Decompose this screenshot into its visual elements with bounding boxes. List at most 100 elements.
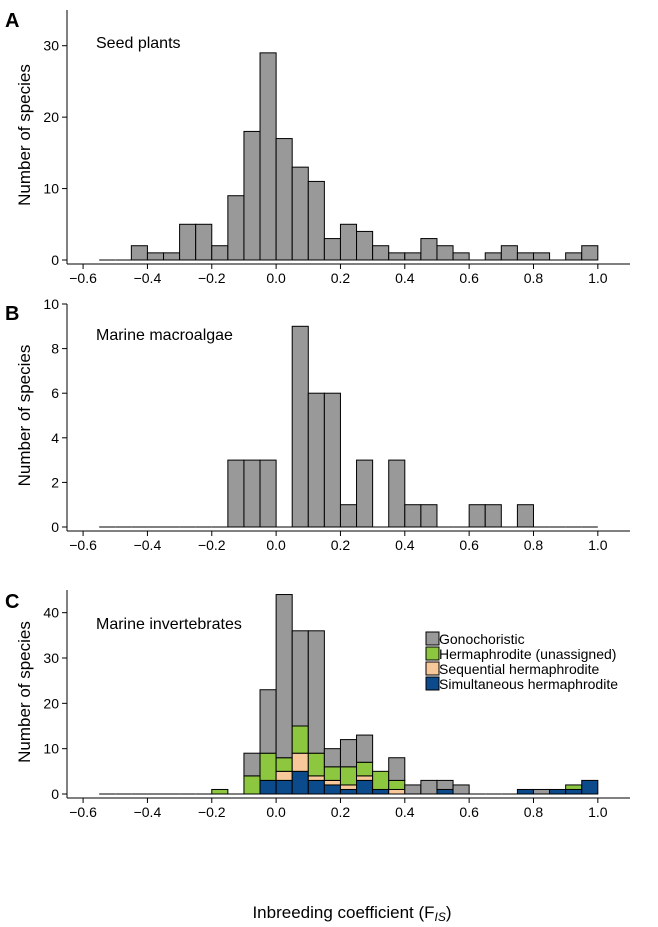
y-tick-label: 4 (51, 430, 59, 446)
bar-a-bin7-s0 (211, 245, 229, 261)
bar-b-bin14-s0 (323, 392, 341, 528)
legend-label: Gonochoristic (439, 631, 525, 647)
x-tick-label: 0.8 (524, 804, 544, 820)
x-tick-label: −0.6 (69, 270, 97, 286)
x-tick-label: 0.6 (459, 804, 479, 820)
bar-a-bin2-s0 (130, 245, 148, 261)
x-tick-label: −0.2 (198, 270, 226, 286)
panel-title: Marine invertebrates (96, 616, 242, 633)
bar-c-bin30-s0 (581, 779, 599, 795)
y-tick-label: 0 (51, 786, 59, 802)
bar-a-bin12-s0 (291, 166, 309, 261)
bar-b-bin10-s0 (259, 459, 277, 528)
bar-c-bin12-s1 (291, 752, 309, 772)
bar-a-bin26-s0 (516, 252, 534, 261)
legend-swatch (425, 631, 440, 646)
bar-c-bin21-s3 (436, 779, 454, 790)
y-axis-label: Number of species (15, 64, 34, 206)
bar-c-bin15-s3 (339, 739, 358, 768)
bar-a-bin25-s0 (500, 245, 518, 261)
bar-c-bin10-s2 (259, 752, 277, 781)
x-tick-label: −0.6 (69, 804, 97, 820)
bar-a-bin10-s0 (259, 52, 277, 261)
bar-a-bin8-s0 (227, 195, 245, 261)
y-tick-label: 2 (51, 474, 59, 490)
panel-title: Marine macroalgae (96, 327, 233, 344)
legend-label: Simultaneous hermaphrodite (439, 676, 618, 692)
bar-b-bin16-s0 (356, 459, 374, 528)
bar-c-bin7-s2 (211, 788, 229, 795)
x-tick-label: 1.0 (588, 270, 608, 286)
y-axis-label: Number of species (15, 621, 34, 763)
bar-b-bin24-s0 (484, 504, 502, 528)
bar-a-bin30-s0 (581, 245, 599, 261)
x-tick-label: 0.2 (331, 804, 351, 820)
bar-b-bin20-s0 (420, 504, 438, 528)
bar-c-bin9-s3 (243, 752, 261, 777)
bar-a-bin21-s0 (436, 245, 454, 261)
y-tick-label: 10 (43, 181, 59, 197)
bar-a-bin29-s0 (565, 252, 583, 261)
bar-c-bin14-s2 (323, 766, 341, 781)
panel-a: 0 10 20 30 −0.6 −0.4 −0.2 0.0 0.2 0.4 0.6 0.8 1.0 A Se… (5, 10, 630, 286)
bar-c-bin27-s3 (532, 788, 551, 795)
y-tick-label: 40 (43, 605, 59, 621)
bar-c-bin16-s0 (356, 779, 374, 795)
panel-title: Seed plants (96, 35, 181, 52)
x-tick-label: 0.6 (459, 537, 479, 553)
bar-c-bin12-s3 (291, 630, 309, 727)
panel-letter: B (5, 303, 19, 325)
bar-c-bin14-s0 (323, 784, 341, 795)
x-tick-label: −0.4 (134, 804, 162, 820)
bar-c-bin15-s2 (339, 766, 358, 786)
bar-c-bin29-s2 (565, 784, 583, 790)
bar-a-bin24-s0 (484, 252, 502, 261)
bar-c-bin13-s2 (307, 752, 325, 777)
bar-c-bin16-s3 (356, 734, 374, 763)
y-tick-label: 0 (51, 519, 59, 535)
y-tick-label: 6 (51, 385, 59, 401)
bar-c-bin28-s0 (549, 788, 567, 795)
bar-a-bin11-s0 (275, 138, 293, 261)
bar-c-bin11-s3 (275, 594, 293, 759)
bar-c-bin15-s1 (339, 784, 358, 790)
bar-b-bin26-s0 (516, 504, 534, 528)
x-tick-label: 0.0 (266, 270, 286, 286)
bar-a-bin6-s0 (195, 223, 213, 261)
y-tick-label: 30 (43, 38, 59, 54)
bar-c-bin13-s1 (307, 775, 325, 781)
y-tick-label: 30 (43, 650, 59, 666)
bar-c-bin29-s0 (565, 788, 583, 795)
bar-c-bin18-s3 (388, 757, 406, 781)
x-tick-label: 1.0 (588, 537, 608, 553)
bar-b-bin19-s0 (404, 504, 422, 528)
panel-b: 0 2 4 6 8 10 −0.6 −0.4 −0.2 0.0 0.2 0.4 0.6 0.8 1.0 B Ma… (5, 296, 630, 553)
bar-a-bin27-s0 (532, 252, 551, 261)
x-tick-label: 0.0 (266, 537, 286, 553)
y-axis-label: Number of species (15, 345, 34, 487)
bar-c-bin11-s0 (275, 779, 293, 795)
bar-c-bin16-s1 (356, 775, 374, 781)
bar-c-bin15-s0 (339, 788, 358, 795)
bar-c-bin12-s0 (291, 770, 309, 795)
bar-c-bin16-s2 (356, 761, 374, 777)
bar-c-bin11-s2 (275, 757, 293, 772)
bar-a-bin15-s0 (339, 223, 358, 261)
bar-c-bin26-s0 (516, 788, 534, 795)
bar-a-bin16-s0 (356, 230, 374, 261)
x-tick-label: 0.8 (524, 270, 544, 286)
y-tick-label: 8 (51, 341, 59, 357)
bar-c-bin21-s0 (436, 788, 454, 795)
bar-b-bin8-s0 (227, 459, 245, 528)
legend-label: Sequential hermaphrodite (439, 661, 600, 677)
x-tick-label: 0.8 (524, 537, 544, 553)
bar-c-bin17-s2 (372, 770, 390, 790)
y-tick-label: 0 (51, 252, 59, 268)
x-tick-label: −0.2 (198, 804, 226, 820)
y-tick-label: 20 (43, 109, 59, 125)
bar-c-bin9-s2 (243, 775, 261, 795)
bar-c-bin18-s2 (388, 779, 406, 790)
bar-b-bin18-s0 (388, 459, 406, 528)
legend-swatch (425, 676, 440, 691)
